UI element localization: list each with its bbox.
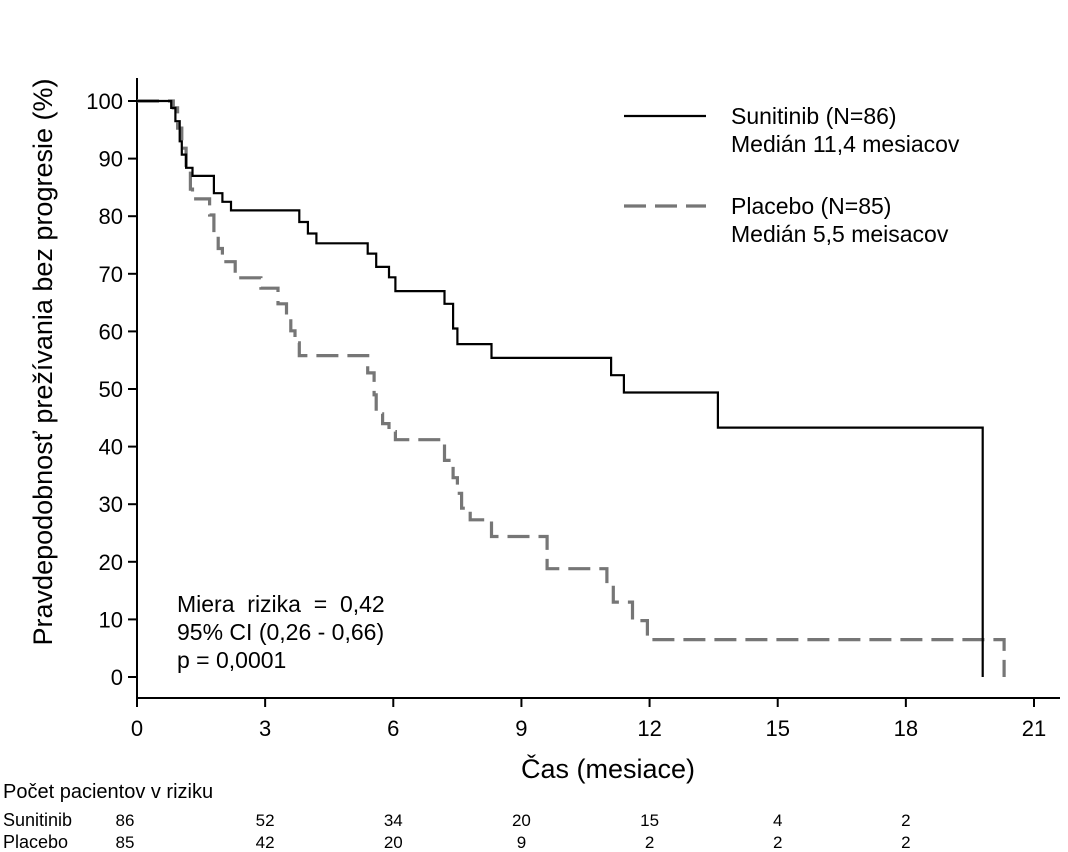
risk-value-placebo: 2 (645, 833, 654, 852)
legend-subtitle-placebo: Medián 5,5 meisacov (731, 221, 949, 247)
hazard-ratio-text: Miera rizika = 0,42 (177, 591, 385, 617)
risk-value-sunitinib: 34 (384, 811, 403, 830)
risk-value-sunitinib: 20 (512, 811, 531, 830)
risk-values: 86 52 34 20 15 4 285 42 20 9 2 2 2 (116, 811, 911, 852)
x-tick-label: 21 (1022, 716, 1046, 741)
stats-annotation: Miera rizika = 0,42 95% CI (0,26 - 0,66)… (177, 591, 385, 673)
x-tick-label: 12 (637, 716, 661, 741)
y-tick-label: 90 (99, 147, 123, 172)
risk-value-placebo: 2 (901, 833, 910, 852)
x-tick-label: 0 (131, 716, 143, 741)
series-line-placebo (137, 99, 1006, 677)
y-tick-label: 60 (99, 319, 123, 344)
risk-value-placebo: 2 (773, 833, 782, 852)
risk-table: Počet pacientov v riziku Sunitinib Place… (3, 781, 911, 852)
risk-value-placebo: 9 (517, 833, 526, 852)
risk-value-sunitinib: 52 (256, 811, 275, 830)
x-tick-label: 3 (259, 716, 271, 741)
risk-value-sunitinib: 15 (640, 811, 659, 830)
y-tick-label: 20 (99, 550, 123, 575)
y-tick-label: 70 (99, 262, 123, 287)
series-line-sunitinib (137, 99, 984, 677)
legend: Sunitinib (N=86) Medián 11,4 mesiacov Pl… (624, 103, 960, 247)
x-tick-label: 15 (765, 716, 789, 741)
risk-value-placebo: 85 (116, 833, 135, 852)
y-tick-label: 50 (99, 377, 123, 402)
y-tick-label: 80 (99, 204, 123, 229)
risk-value-sunitinib: 4 (773, 811, 782, 830)
y-axis-ticks: 0 10 20 30 40 50 60 70 80 90 100 (86, 89, 137, 690)
y-axis-title: Pravdepodobnosť prežívania bez progresie… (28, 79, 58, 646)
x-axis-title: Čas (mesiace) (521, 753, 695, 784)
x-tick-label: 9 (515, 716, 527, 741)
legend-label-sunitinib: Sunitinib (N=86) (731, 103, 897, 129)
risk-value-sunitinib: 2 (901, 811, 910, 830)
confidence-interval-text: 95% CI (0,26 - 0,66) (177, 619, 384, 645)
risk-row-label-sunitinib: Sunitinib (3, 810, 72, 830)
x-axis-ticks: 0 3 6 9 12 15 18 21 (131, 698, 1046, 741)
x-tick-label: 18 (894, 716, 918, 741)
y-tick-label: 100 (86, 89, 123, 114)
y-tick-label: 30 (99, 492, 123, 517)
risk-row-label-placebo: Placebo (3, 832, 68, 852)
y-tick-label: 10 (99, 607, 123, 632)
y-tick-label: 0 (111, 665, 123, 690)
y-tick-label: 40 (99, 435, 123, 460)
risk-value-placebo: 42 (256, 833, 275, 852)
risk-value-placebo: 20 (384, 833, 403, 852)
p-value-text: p = 0,0001 (177, 647, 286, 673)
series-layer (137, 99, 1006, 677)
risk-value-sunitinib: 86 (116, 811, 135, 830)
x-tick-label: 6 (387, 716, 399, 741)
legend-subtitle-sunitinib: Medián 11,4 mesiacov (731, 131, 960, 157)
risk-table-title: Počet pacientov v riziku (3, 781, 213, 803)
legend-label-placebo: Placebo (N=85) (731, 193, 891, 219)
